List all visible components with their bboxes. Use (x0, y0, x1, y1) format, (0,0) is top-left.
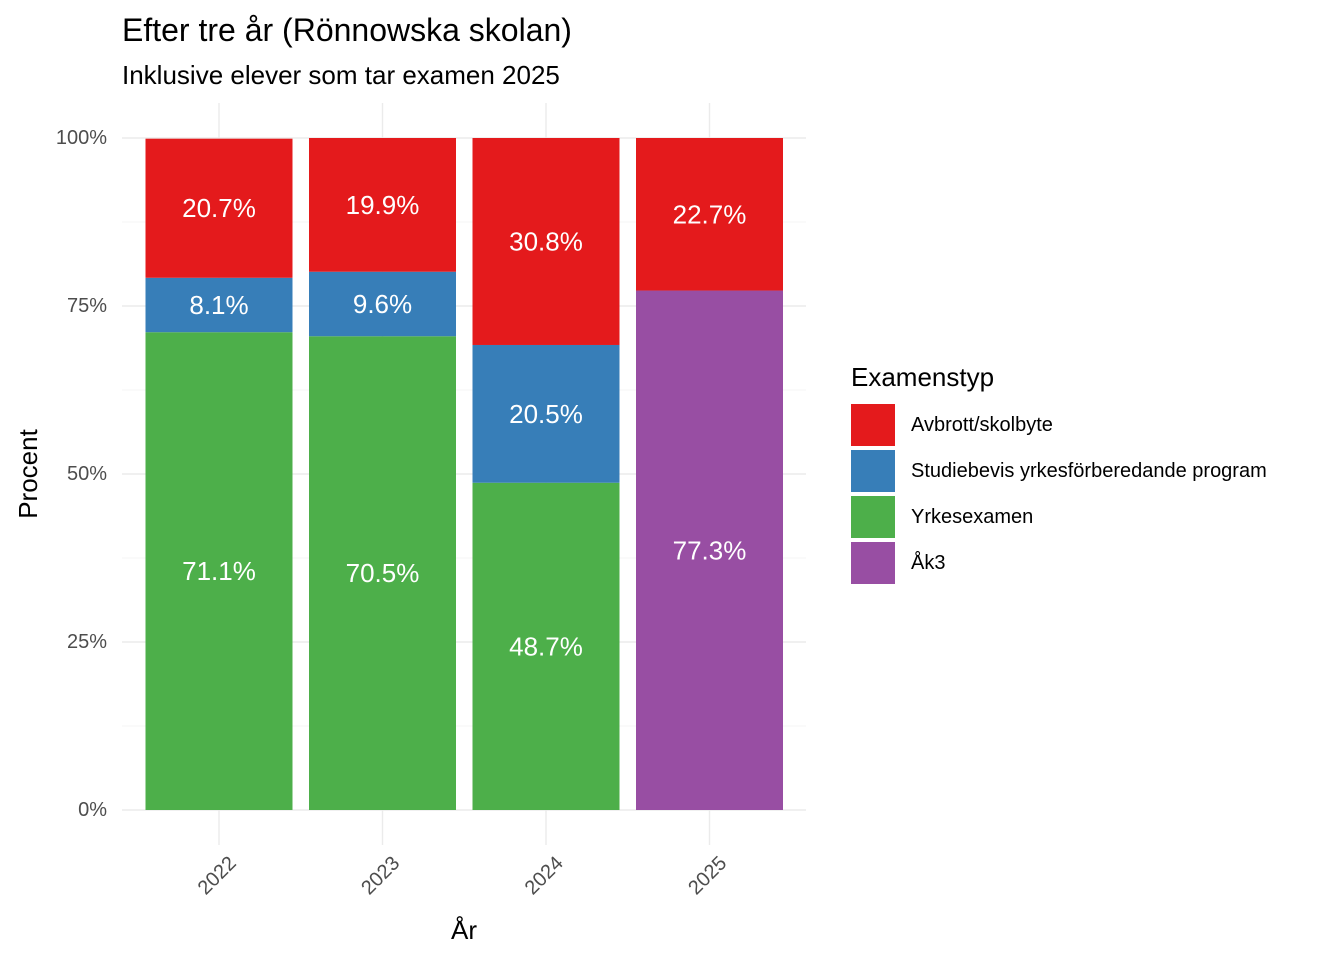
x-tick-label: 2022 (194, 852, 241, 899)
legend: Examenstyp Avbrott/skolbyte Studiebevis y… (851, 362, 1267, 584)
bar-segment (636, 138, 783, 291)
data-label: 70.5% (346, 558, 420, 588)
data-label: 19.9% (346, 190, 420, 220)
y-tick-label: 75% (67, 295, 107, 317)
bars (145, 138, 783, 810)
legend-swatch (851, 404, 895, 446)
bar-segment (472, 482, 620, 810)
y-tick-label: 0% (78, 799, 107, 821)
legend-title: Examenstyp (851, 362, 994, 392)
x-axis-ticks: 2022 2023 2024 2025 (194, 852, 732, 899)
bar-segment (309, 336, 456, 810)
bar-labels: 71.1% 8.1% 20.7% 70.5% 9.6% 19.9% 48.7% 20.5% 30… (182, 190, 746, 662)
bar-segment (636, 290, 783, 810)
data-label: 20.5% (509, 399, 583, 429)
legend-swatch (851, 496, 895, 538)
data-label: 22.7% (673, 199, 747, 229)
data-label: 77.3% (673, 535, 747, 565)
y-tick-label: 25% (67, 631, 107, 653)
bar-segment (145, 138, 293, 278)
bar-segment (472, 344, 620, 483)
bar-segment (145, 277, 293, 333)
y-axis-title: Procent (13, 428, 43, 518)
legend-swatch (851, 542, 895, 584)
chart-title: Efter tre år (Rönnowska skolan) (122, 12, 572, 48)
data-label: 20.7% (182, 193, 256, 223)
x-tick-label: 2024 (521, 852, 568, 899)
x-tick-label: 2023 (357, 852, 404, 899)
chart-subtitle: Inklusive elever som tar examen 2025 (122, 60, 560, 90)
x-tick-label: 2025 (684, 852, 731, 899)
bar-segment (145, 332, 293, 810)
data-label: 71.1% (182, 556, 256, 586)
data-label: 30.8% (509, 226, 583, 256)
legend-label: Yrkesexamen (911, 506, 1033, 528)
data-label: 48.7% (509, 631, 583, 661)
legend-label: Åk3 (911, 551, 945, 574)
y-tick-label: 50% (67, 463, 107, 485)
bar-segment (309, 271, 456, 337)
legend-label: Studiebevis yrkesförberedande program (911, 460, 1267, 482)
legend-swatch (851, 450, 895, 492)
y-tick-label: 100% (56, 127, 107, 149)
legend-label: Avbrott/skolbyte (911, 414, 1053, 436)
data-label: 9.6% (353, 289, 412, 319)
x-axis-title: År (451, 915, 477, 945)
bar-segment (472, 138, 620, 345)
data-label: 8.1% (189, 290, 248, 320)
bar-segment (309, 138, 456, 272)
y-axis-ticks: 0% 25% 50% 75% 100% (56, 127, 107, 821)
